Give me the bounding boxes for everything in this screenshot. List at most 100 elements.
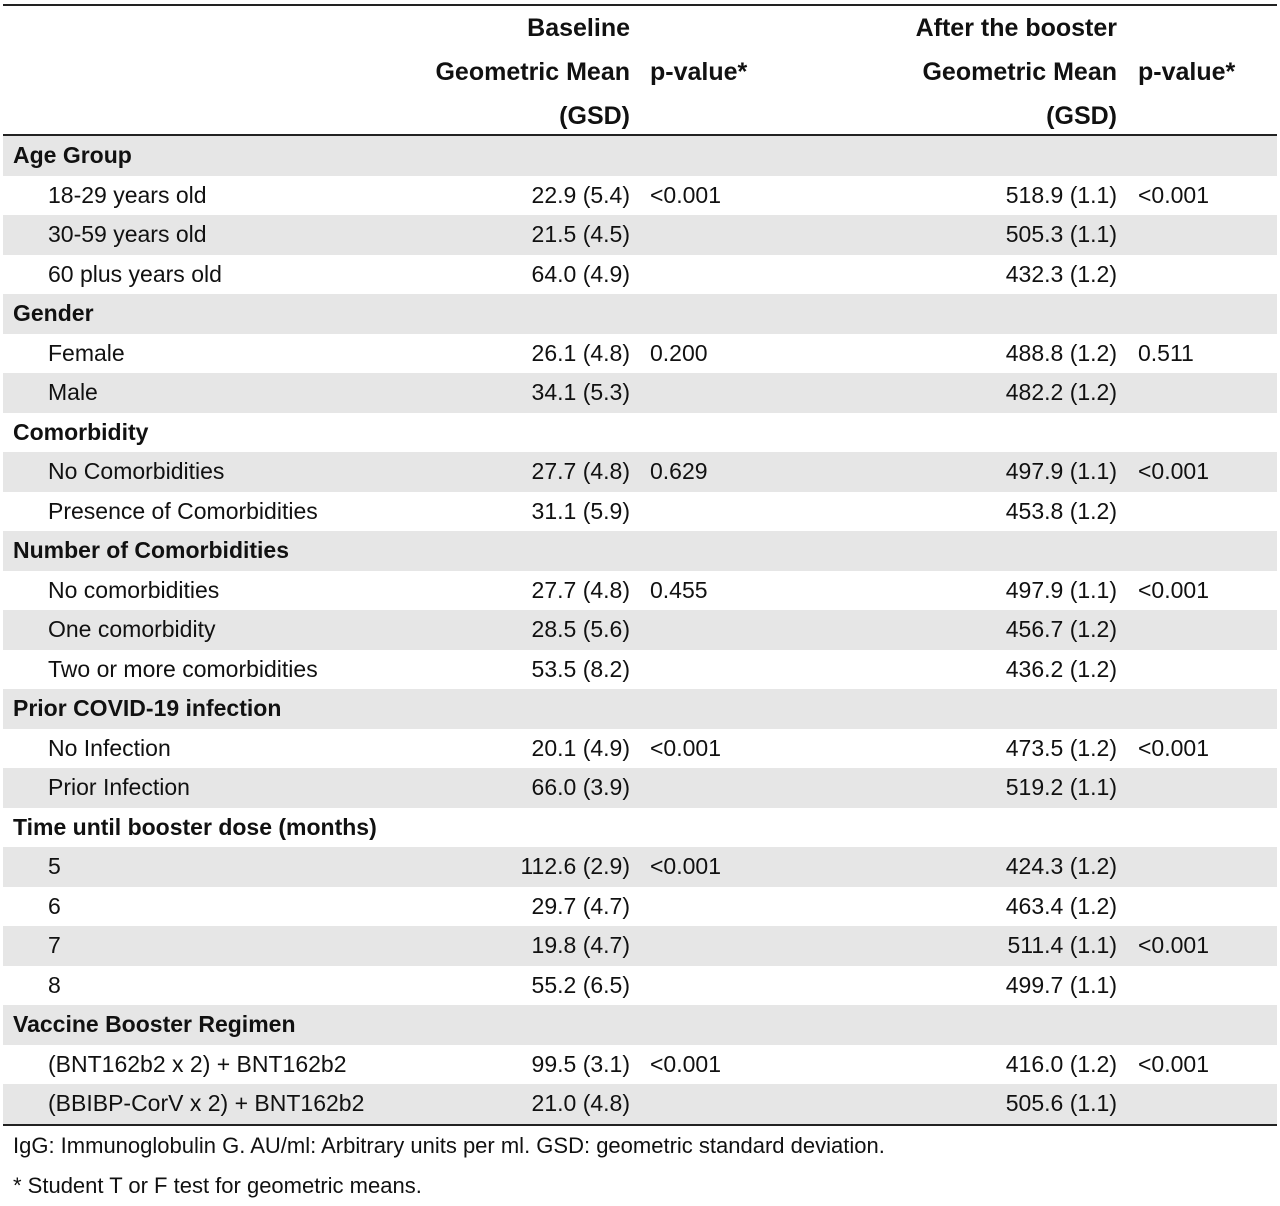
group-header-row: Number of Comorbidities (3, 531, 1277, 571)
header-pvalue-baseline: p-value* (650, 58, 748, 86)
table-row: Female 26.1 (4.8) 0.200 488.8 (1.2) 0.511 (3, 334, 1277, 374)
table-row: One comorbidity 28.5 (5.6) 456.7 (1.2) (3, 610, 1277, 650)
table-row: 18-29 years old 22.9 (5.4) <0.001 518.9 (1.… (3, 176, 1277, 216)
table-row: 7 19.8 (4.7) 511.4 (1.1) <0.001 (3, 926, 1277, 966)
table-row: Male 34.1 (5.3) 482.2 (1.2) (3, 373, 1277, 413)
table-row: 8 55.2 (6.5) 499.7 (1.1) (3, 966, 1277, 1006)
table-row: 6 29.7 (4.7) 463.4 (1.2) (3, 887, 1277, 927)
row-label: 18-29 years old (48, 181, 207, 208)
baseline-pvalue: 0.629 (650, 458, 708, 484)
baseline-value: 22.9 (5.4) (531, 181, 630, 208)
header-baseline-line2: Geometric Mean (435, 58, 630, 86)
group-header-row: Comorbidity (3, 413, 1277, 453)
baseline-pvalue: <0.001 (650, 181, 721, 208)
after-booster-pvalue: 0.511 (1138, 339, 1194, 366)
row-label: Number of Comorbidities (13, 537, 290, 563)
baseline-value: 31.1 (5.9) (531, 497, 630, 524)
group-header-row: Age Group (3, 136, 1277, 176)
after-booster-value: 424.3 (1.2) (1005, 853, 1117, 879)
baseline-value: 26.1 (4.8) (531, 339, 630, 366)
note-statistical-test: * Student T or F test for geometric mean… (13, 1172, 422, 1198)
row-label: Male (48, 379, 98, 405)
row-label: 30-59 years old (48, 221, 207, 247)
table-row: (BNT162b2 x 2) + BNT162b2 99.5 (3.1) <0.00… (3, 1045, 1277, 1085)
baseline-pvalue: 0.455 (650, 576, 708, 603)
row-label: Presence of Comorbidities (48, 497, 318, 524)
table-row: 5 112.6 (2.9) <0.001 424.3 (1.2) (3, 847, 1277, 887)
table-row: Two or more comorbidities 53.5 (8.2) 436.2… (3, 650, 1277, 690)
row-label: 6 (48, 892, 61, 919)
after-booster-pvalue: <0.001 (1138, 181, 1209, 208)
group-header-row: Vaccine Booster Regimen (3, 1005, 1277, 1045)
after-booster-value: 497.9 (1.1) (1005, 458, 1117, 484)
baseline-value: 19.8 (4.7) (531, 932, 630, 958)
baseline-value: 27.7 (4.8) (531, 576, 630, 603)
baseline-value: 28.5 (5.6) (531, 616, 630, 642)
after-booster-pvalue: <0.001 (1138, 1050, 1209, 1077)
header-pvalue-after: p-value* (1138, 58, 1236, 86)
after-booster-pvalue: <0.001 (1138, 576, 1209, 603)
row-label: One comorbidity (48, 616, 216, 642)
header-baseline-line1: Baseline (527, 14, 630, 42)
after-booster-pvalue: <0.001 (1138, 458, 1209, 484)
group-header-row: Time until booster dose (months) (3, 808, 1277, 848)
results-table: Baseline Geometric Mean (GSD) p-value* A… (3, 4, 1277, 1206)
after-booster-value: 436.2 (1.2) (1005, 655, 1117, 682)
row-label: Two or more comorbidities (48, 655, 318, 682)
row-label: No Comorbidities (48, 458, 225, 484)
row-label: 60 plus years old (48, 260, 222, 287)
table-body: Age Group 18-29 years old 22.9 (5.4) <0.001… (3, 136, 1277, 1124)
table-header: Baseline Geometric Mean (GSD) p-value* A… (3, 6, 1277, 136)
row-label: Vaccine Booster Regimen (13, 1011, 296, 1037)
baseline-value: 20.1 (4.9) (531, 734, 630, 761)
header-baseline-line3: (GSD) (559, 102, 630, 130)
after-booster-value: 511.4 (1.1) (1007, 932, 1117, 958)
after-booster-value: 463.4 (1.2) (1005, 892, 1117, 919)
after-booster-value: 519.2 (1.1) (1005, 774, 1117, 800)
row-label: No comorbidities (48, 576, 220, 603)
baseline-value: 29.7 (4.7) (531, 892, 630, 919)
note-abbreviations: IgG: Immunoglobulin G. AU/ml: Arbitrary … (13, 1132, 885, 1158)
after-booster-pvalue: <0.001 (1138, 734, 1209, 761)
table-row: (BBIBP-CorV x 2) + BNT162b2 21.0 (4.8) 505… (3, 1084, 1277, 1124)
table-row: 30-59 years old 21.5 (4.5) 505.3 (1.1) (3, 215, 1277, 255)
row-label: Prior Infection (48, 774, 190, 800)
after-booster-value: 416.0 (1.2) (1005, 1050, 1117, 1077)
baseline-value: 21.0 (4.8) (531, 1090, 630, 1116)
baseline-value: 27.7 (4.8) (531, 458, 630, 484)
row-label: Female (48, 339, 125, 366)
after-booster-value: 497.9 (1.1) (1005, 576, 1117, 603)
group-header-row: Prior COVID-19 infection (3, 689, 1277, 729)
table-row: No Infection 20.1 (4.9) <0.001 473.5 (1.2) <… (3, 729, 1277, 769)
row-label: Age Group (13, 142, 132, 168)
after-booster-value: 432.3 (1.2) (1005, 260, 1117, 287)
baseline-pvalue: 0.200 (650, 339, 708, 366)
after-booster-value: 488.8 (1.2) (1005, 339, 1117, 366)
top-rule (3, 4, 1277, 6)
baseline-value: 21.5 (4.5) (531, 221, 630, 247)
after-booster-pvalue: <0.001 (1138, 932, 1209, 958)
row-label: No Infection (48, 734, 171, 761)
after-booster-value: 456.7 (1.2) (1005, 616, 1117, 642)
after-booster-value: 518.9 (1.1) (1005, 181, 1117, 208)
header-baseline: Baseline Geometric Mean (GSD) (435, 6, 630, 138)
header-after-line2: Geometric Mean (922, 58, 1117, 86)
table-row: No comorbidities 27.7 (4.8) 0.455 497.9 (1.… (3, 571, 1277, 611)
after-booster-value: 482.2 (1.2) (1005, 379, 1117, 405)
table-row: No Comorbidities 27.7 (4.8) 0.629 497.9 (1.… (3, 452, 1277, 492)
row-label: Gender (13, 300, 94, 326)
baseline-pvalue: <0.001 (650, 1050, 721, 1077)
baseline-value: 99.5 (3.1) (531, 1050, 630, 1077)
after-booster-value: 499.7 (1.1) (1005, 971, 1117, 998)
row-label: Time until booster dose (months) (13, 813, 377, 840)
group-header-row: Gender (3, 294, 1277, 334)
header-after-booster: After the booster Geometric Mean (GSD) (916, 6, 1117, 138)
baseline-value: 66.0 (3.9) (531, 774, 630, 800)
bottom-rule (3, 1123, 1277, 1126)
table-notes: IgG: Immunoglobulin G. AU/ml: Arbitrary … (3, 1126, 1277, 1206)
after-booster-value: 453.8 (1.2) (1005, 497, 1117, 524)
baseline-value: 112.6 (2.9) (520, 853, 630, 879)
baseline-pvalue: <0.001 (650, 853, 721, 879)
header-after-line3: (GSD) (1046, 102, 1117, 130)
after-booster-value: 505.6 (1.1) (1005, 1090, 1117, 1116)
